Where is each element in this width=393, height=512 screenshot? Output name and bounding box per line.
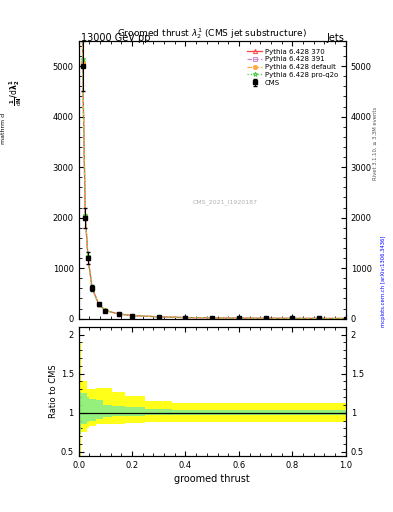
Pythia 6.428 default [210,315,215,321]
X-axis label: groomed thrust: groomed thrust [174,474,250,484]
Pythia 6.428 pro-q2o [156,314,161,320]
Text: $\mathbf{\frac{1}{\mathrm{d}N} / \mathrm{d}\lambda_2^1}$: $\mathbf{\frac{1}{\mathrm{d}N} / \mathrm… [7,79,24,105]
Pythia 6.428 391 [317,315,321,322]
Pythia 6.428 default [80,59,85,65]
Pythia 6.428 pro-q2o [290,315,295,322]
Pythia 6.428 default [290,315,295,322]
Pythia 6.428 default [130,312,134,318]
Pythia 6.428 370 [116,311,121,317]
Pythia 6.428 pro-q2o [83,211,88,218]
Pythia 6.428 370 [343,315,348,322]
Line: Pythia 6.428 pro-q2o: Pythia 6.428 pro-q2o [77,0,348,321]
Pythia 6.428 default [96,301,101,307]
Pythia 6.428 391 [80,60,85,67]
Pythia 6.428 391 [183,314,188,321]
Pythia 6.428 pro-q2o [96,301,101,307]
Pythia 6.428 391 [83,214,88,220]
Pythia 6.428 370 [86,253,90,260]
Pythia 6.428 pro-q2o [343,315,348,322]
Pythia 6.428 391 [116,311,121,317]
Line: Pythia 6.428 391: Pythia 6.428 391 [78,0,348,321]
Pythia 6.428 370 [290,315,295,322]
Pythia 6.428 391 [103,307,108,313]
Pythia 6.428 370 [156,314,161,320]
Pythia 6.428 370 [96,301,101,307]
Line: Pythia 6.428 default: Pythia 6.428 default [78,0,348,321]
Pythia 6.428 391 [237,315,241,321]
Pythia 6.428 370 [103,307,108,313]
Text: Jets: Jets [326,33,344,44]
Text: Rivet 3.1.10, ≥ 3.3M events: Rivet 3.1.10, ≥ 3.3M events [373,106,378,180]
Pythia 6.428 pro-q2o [103,307,108,313]
Pythia 6.428 391 [86,254,90,261]
Pythia 6.428 pro-q2o [80,56,85,62]
Pythia 6.428 default [103,307,108,313]
Pythia 6.428 370 [317,315,321,322]
Pythia 6.428 370 [210,315,215,321]
Line: Pythia 6.428 370: Pythia 6.428 370 [78,0,348,321]
Text: CMS_2021_I1920187: CMS_2021_I1920187 [193,199,258,205]
Pythia 6.428 370 [90,285,94,291]
Pythia 6.428 pro-q2o [263,315,268,322]
Pythia 6.428 default [317,315,321,322]
Pythia 6.428 391 [210,315,215,321]
Pythia 6.428 391 [130,312,134,318]
Pythia 6.428 391 [343,315,348,322]
Pythia 6.428 default [237,315,241,321]
Text: mcplots.cern.ch [arXiv:1306.3436]: mcplots.cern.ch [arXiv:1306.3436] [381,236,386,327]
Pythia 6.428 default [343,315,348,322]
Legend: Pythia 6.428 370, Pythia 6.428 391, Pythia 6.428 default, Pythia 6.428 pro-q2o, : Pythia 6.428 370, Pythia 6.428 391, Pyth… [246,47,340,87]
Pythia 6.428 default [116,311,121,317]
Pythia 6.428 391 [90,285,94,291]
Text: 13000 GeV pp: 13000 GeV pp [81,33,150,44]
Pythia 6.428 370 [83,212,88,218]
Pythia 6.428 pro-q2o [116,311,121,317]
Text: mathrm d: mathrm d [2,113,6,143]
Pythia 6.428 pro-q2o [90,284,94,290]
Pythia 6.428 default [83,213,88,219]
Pythia 6.428 370 [237,315,241,321]
Pythia 6.428 370 [130,312,134,318]
Y-axis label: Ratio to CMS: Ratio to CMS [49,365,58,418]
Pythia 6.428 default [90,285,94,291]
Pythia 6.428 pro-q2o [130,312,134,318]
Pythia 6.428 370 [80,58,85,64]
Pythia 6.428 pro-q2o [237,315,241,321]
Pythia 6.428 pro-q2o [317,315,321,322]
Pythia 6.428 default [263,315,268,322]
Pythia 6.428 pro-q2o [183,314,188,321]
Pythia 6.428 pro-q2o [210,315,215,321]
Pythia 6.428 391 [156,314,161,320]
Pythia 6.428 370 [183,314,188,321]
Pythia 6.428 391 [290,315,295,322]
Pythia 6.428 391 [96,302,101,308]
Title: Groomed thrust $\lambda_2^1$ (CMS jet substructure): Groomed thrust $\lambda_2^1$ (CMS jet su… [117,26,307,41]
Pythia 6.428 391 [263,315,268,322]
Pythia 6.428 default [183,314,188,321]
Pythia 6.428 370 [263,315,268,322]
Pythia 6.428 pro-q2o [86,253,90,259]
Pythia 6.428 default [86,254,90,260]
Pythia 6.428 default [156,314,161,320]
